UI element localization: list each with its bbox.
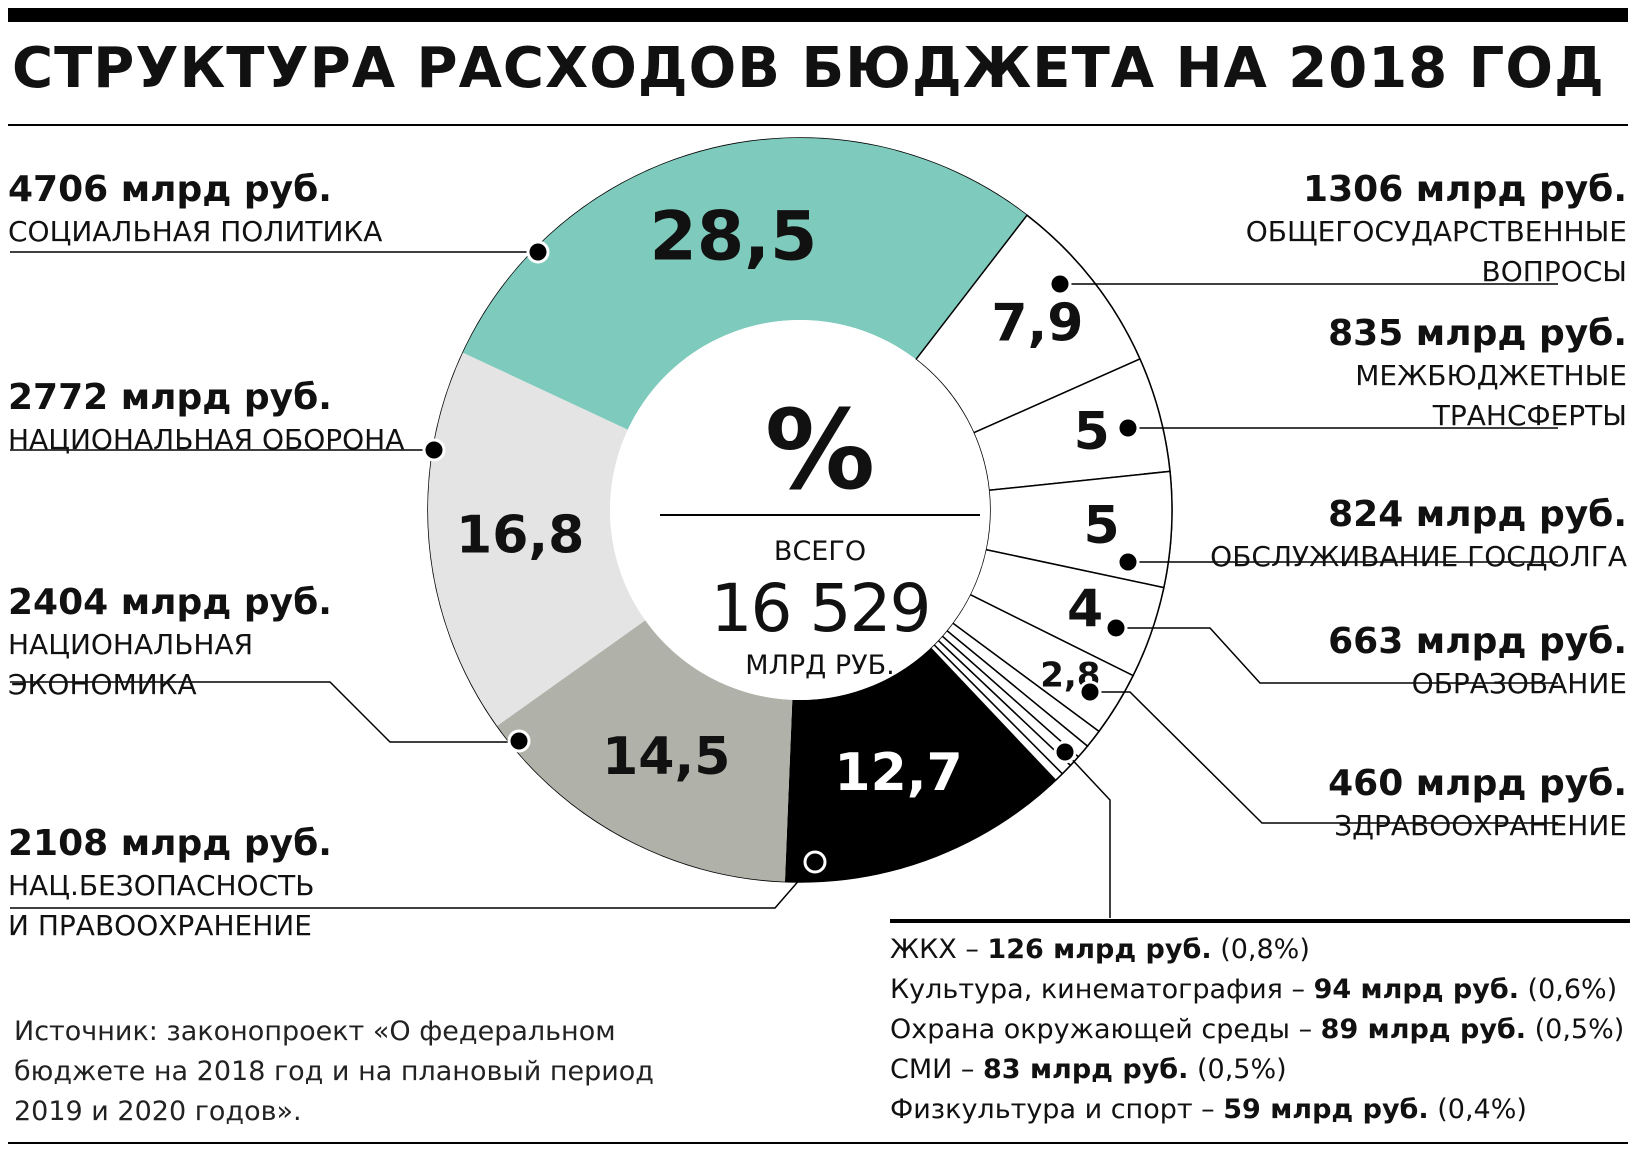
slice-value-label: 4 xyxy=(1067,580,1103,640)
label-education: 663 млрд руб. ОБРАЗОВАНИЕ xyxy=(1328,624,1627,704)
donut-slice xyxy=(497,620,793,882)
page-title: СТРУКТУРА РАСХОДОВ БЮДЖЕТА НА 2018 ГОД xyxy=(12,36,1605,101)
leader-line xyxy=(1064,751,1111,918)
label-debt-amount: 824 млрд руб. xyxy=(1328,494,1627,535)
list-item-share: (0,4%) xyxy=(1428,1094,1527,1125)
leader-dot xyxy=(526,240,550,264)
center-total: 16 529 xyxy=(710,570,932,647)
label-defense-category: НАЦИОНАЛЬНАЯ ОБОРОНА xyxy=(8,423,405,456)
small-items-rule xyxy=(890,919,1630,923)
source-note: Источник: законопроект «О федеральном бю… xyxy=(14,1016,654,1127)
label-economy: 2404 млрд руб. НАЦИОНАЛЬНАЯ ЭКОНОМИКА xyxy=(8,585,332,705)
list-item: ЖКХ – 126 млрд руб. (0,8%) xyxy=(890,930,1630,970)
donut-slice xyxy=(462,138,1027,430)
list-item-name: Физкультура и спорт – xyxy=(890,1094,1224,1125)
list-item-amount: 94 млрд руб. xyxy=(1313,974,1519,1005)
center-percent-symbol: % xyxy=(764,386,876,514)
list-item-name: ЖКХ – xyxy=(890,934,988,965)
leader-dot xyxy=(1104,616,1128,640)
label-security-category: НАЦ.БЕЗОПАСНОСТЬ И ПРАВООХРАНЕНИЕ xyxy=(8,869,315,942)
list-item-amount: 83 млрд руб. xyxy=(983,1054,1189,1085)
label-security-amount: 2108 млрд руб. xyxy=(8,823,332,864)
center-caption: ВСЕГО xyxy=(773,536,867,567)
label-health-category: ЗДРАВООХРАНЕНИЕ xyxy=(1334,809,1627,842)
slice-value-label: 16,8 xyxy=(456,506,584,566)
label-social-category: СОЦИАЛЬНАЯ ПОЛИТИКА xyxy=(8,215,383,248)
slice-value-label: 12,7 xyxy=(834,743,962,803)
leader-dot xyxy=(507,729,531,753)
list-item: Культура, кинематография – 94 млрд руб. … xyxy=(890,970,1630,1010)
leader-dot xyxy=(1116,416,1140,440)
list-item-amount: 59 млрд руб. xyxy=(1223,1094,1429,1125)
list-item-name: Охрана окружающей среды – xyxy=(890,1014,1321,1045)
label-defense: 2772 млрд руб. НАЦИОНАЛЬНАЯ ОБОРОНА xyxy=(8,380,404,460)
label-transfers: 835 млрд руб. МЕЖБЮДЖЕТНЫЕ ТРАНСФЕРТЫ xyxy=(1328,316,1627,436)
label-debt: 824 млрд руб. ОБСЛУЖИВАНИЕ ГОСДОЛГА xyxy=(1210,497,1627,577)
label-economy-amount: 2404 млрд руб. xyxy=(8,582,332,623)
slice-value-label: 7,9 xyxy=(991,293,1083,353)
label-economy-category: НАЦИОНАЛЬНАЯ ЭКОНОМИКА xyxy=(8,628,254,701)
label-general-category: ОБЩЕГОСУДАРСТВЕННЫЕ ВОПРОСЫ xyxy=(1245,215,1627,288)
top-rule xyxy=(8,8,1628,22)
label-security: 2108 млрд руб. НАЦ.БЕЗОПАСНОСТЬ И ПРАВОО… xyxy=(8,826,332,946)
leader-line xyxy=(10,681,519,743)
list-item-amount: 126 млрд руб. xyxy=(987,934,1212,965)
small-items-list: ЖКХ – 126 млрд руб. (0,8%) Культура, кин… xyxy=(890,930,1630,1130)
slice-value-label: 5 xyxy=(1074,402,1110,462)
bottom-rule xyxy=(8,1142,1628,1144)
list-item-share: (0,8%) xyxy=(1211,934,1310,965)
label-education-amount: 663 млрд руб. xyxy=(1328,621,1627,662)
title-divider xyxy=(8,124,1628,126)
leader-dot xyxy=(803,850,827,874)
leader-line xyxy=(1116,627,1558,684)
label-social-amount: 4706 млрд руб. xyxy=(8,169,332,210)
leader-line xyxy=(1090,691,1558,824)
donut-hole xyxy=(610,320,990,700)
label-transfers-amount: 835 млрд руб. xyxy=(1328,313,1627,354)
list-item-share: (0,5%) xyxy=(1526,1014,1625,1045)
list-item-share: (0,6%) xyxy=(1518,974,1618,1005)
list-item: Физкультура и спорт – 59 млрд руб. (0,4%… xyxy=(890,1090,1630,1130)
label-health: 460 млрд руб. ЗДРАВООХРАНЕНИЕ xyxy=(1328,766,1627,846)
slice-value-label: 5 xyxy=(1083,496,1119,556)
slice-value-label: 14,5 xyxy=(602,727,730,787)
label-general-amount: 1306 млрд руб. xyxy=(1303,169,1627,210)
label-social: 4706 млрд руб. СОЦИАЛЬНАЯ ПОЛИТИКА xyxy=(8,172,382,252)
leader-dot xyxy=(1053,740,1077,764)
donut-slice xyxy=(428,352,646,726)
center-divider xyxy=(660,514,980,516)
center-unit: МЛРД РУБ. xyxy=(745,650,895,681)
label-defense-amount: 2772 млрд руб. xyxy=(8,377,332,418)
list-item: СМИ – 83 млрд руб. (0,5%) xyxy=(890,1050,1630,1090)
list-item-name: Культура, кинематография – xyxy=(890,974,1314,1005)
list-item-name: СМИ – xyxy=(890,1054,984,1085)
leader-dot xyxy=(1078,680,1102,704)
leader-dot xyxy=(1116,550,1140,574)
leader-dot xyxy=(1048,272,1072,296)
list-item-amount: 89 млрд руб. xyxy=(1320,1014,1527,1045)
leader-line xyxy=(10,861,816,909)
list-item-share: (0,5%) xyxy=(1188,1054,1287,1085)
label-education-category: ОБРАЗОВАНИЕ xyxy=(1411,667,1627,700)
label-general: 1306 млрд руб. ОБЩЕГОСУДАРСТВЕННЫЕ ВОПРО… xyxy=(1246,172,1627,292)
label-debt-category: ОБСЛУЖИВАНИЕ ГОСДОЛГА xyxy=(1210,540,1627,573)
leader-dot xyxy=(422,438,446,462)
list-item: Охрана окружающей среды – 89 млрд руб. (… xyxy=(890,1010,1630,1050)
donut-slice xyxy=(784,648,1056,882)
slice-value-label: 28,5 xyxy=(650,197,818,276)
label-health-amount: 460 млрд руб. xyxy=(1328,763,1627,804)
label-transfers-category: МЕЖБЮДЖЕТНЫЕ ТРАНСФЕРТЫ xyxy=(1355,359,1627,432)
